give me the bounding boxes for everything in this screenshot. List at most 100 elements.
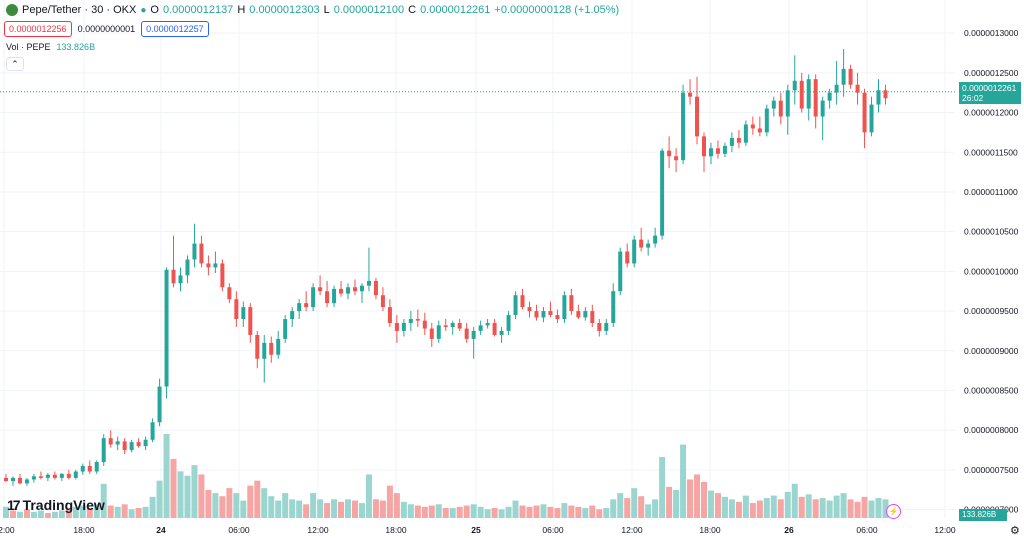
- volume-bar: [72, 506, 79, 518]
- time-tick-label: 12:00: [621, 525, 643, 535]
- price-tick-label: 0.0000007500: [964, 465, 1019, 475]
- volume-bar: [379, 500, 386, 518]
- volume-bar: [352, 500, 358, 518]
- candle-body: [192, 243, 197, 260]
- volume-bar: [79, 505, 86, 518]
- high-label: H: [237, 4, 246, 16]
- time-tick-label: 06:00: [856, 525, 878, 535]
- candle-body: [534, 311, 539, 318]
- volume-bar: [414, 505, 421, 518]
- volume-bar: [23, 509, 30, 518]
- volume-bar: [589, 505, 596, 518]
- candle-body: [450, 323, 455, 327]
- bar-countdown: 26:02: [962, 93, 984, 103]
- time-tick-label: 06:00: [542, 525, 564, 535]
- candle-body: [492, 323, 497, 335]
- volume-bar: [505, 506, 512, 518]
- volume-bar: [449, 508, 456, 518]
- buy-price-button[interactable]: 0.0000012257: [141, 21, 209, 37]
- sell-price-button[interactable]: 0.0000012256: [4, 21, 72, 37]
- volume-bar: [421, 506, 428, 518]
- candle-body: [366, 280, 371, 286]
- candle-body: [785, 90, 790, 117]
- candle-body: [597, 323, 602, 331]
- candle-body: [31, 476, 36, 480]
- volume-bar: [400, 501, 407, 518]
- open-label: O: [150, 4, 159, 16]
- volume-bar: [198, 474, 205, 518]
- candle-body: [820, 100, 825, 117]
- low-value: 0.0000012100: [333, 4, 405, 16]
- candle-body: [708, 148, 713, 157]
- candle-body: [695, 96, 700, 137]
- close-value: 0.0000012261: [420, 4, 491, 16]
- candle-body: [248, 307, 253, 335]
- volume-bar: [749, 503, 756, 518]
- candle-body: [625, 251, 630, 264]
- volume-bar: [491, 508, 498, 518]
- candle-body: [848, 68, 853, 85]
- volume-bar: [135, 508, 142, 518]
- gear-icon[interactable]: ⚙: [1010, 525, 1020, 537]
- time-tick-label: 12:00: [307, 525, 329, 535]
- volume-bar: [498, 509, 505, 518]
- volume-bar: [868, 500, 875, 518]
- lightning-icon[interactable]: ⚡: [886, 504, 901, 519]
- volume-bar: [638, 496, 645, 518]
- open-value: 0.0000012137: [162, 4, 234, 16]
- candle-body: [443, 325, 448, 327]
- volume-bar: [617, 493, 624, 518]
- candle-body: [729, 137, 734, 146]
- candle-body: [632, 239, 637, 264]
- volume-bar: [596, 509, 603, 518]
- candle-body: [869, 104, 874, 133]
- volume-bar: [100, 483, 107, 518]
- chevron-up-icon[interactable]: ⌃: [6, 57, 24, 71]
- tradingview-logo[interactable]: 17 TradingView: [7, 497, 105, 513]
- price-tick-label: 0.0000012000: [964, 108, 1019, 118]
- volume-bar: [121, 504, 128, 518]
- candle-body: [576, 311, 581, 318]
- candle-body: [346, 287, 351, 294]
- legend-header: Pepe/Tether · 30 · OKX ● O 0.0000012137 H…: [6, 4, 619, 16]
- volume-bar: [659, 457, 666, 518]
- candle-body: [45, 474, 50, 478]
- candle-body: [297, 303, 302, 312]
- volume-bar: [624, 498, 631, 518]
- high-value: 0.0000012303: [249, 4, 320, 16]
- volume-bar: [372, 499, 379, 518]
- volume-bar: [575, 506, 582, 518]
- volume-bar: [233, 493, 240, 518]
- volume-bar: [254, 480, 261, 518]
- volume-legend: Vol · PEPE 133.826B: [6, 42, 95, 52]
- volume-bar: [51, 511, 58, 518]
- candle-body: [457, 323, 462, 329]
- volume-bar: [345, 499, 352, 518]
- market-open-dot-icon: ●: [140, 4, 147, 16]
- volume-bar: [735, 501, 742, 518]
- volume-bar: [184, 475, 191, 518]
- candle-body: [471, 330, 476, 339]
- candle-body: [353, 287, 357, 292]
- candle-body: [757, 128, 762, 133]
- candle-body: [813, 79, 818, 117]
- candle-body: [59, 473, 64, 478]
- volume-label: Vol · PEPE: [6, 42, 51, 52]
- volume-bar: [582, 508, 589, 518]
- close-label: C: [408, 4, 417, 16]
- candle-body: [590, 311, 595, 324]
- candle-body: [17, 477, 22, 484]
- symbol-title[interactable]: Pepe/Tether · 30 · OKX: [22, 4, 137, 16]
- time-tick-label: 18:00: [73, 525, 95, 535]
- volume-bar: [819, 498, 826, 518]
- time-tick-label: 12:00: [934, 525, 956, 535]
- volume-bar: [3, 506, 9, 518]
- volume-bar: [519, 505, 526, 518]
- candle-body: [653, 235, 658, 244]
- volume-bar: [289, 499, 296, 518]
- volume-bar: [680, 444, 687, 518]
- candle-body: [38, 476, 43, 478]
- volume-bar: [784, 491, 791, 518]
- candle-body: [806, 79, 811, 109]
